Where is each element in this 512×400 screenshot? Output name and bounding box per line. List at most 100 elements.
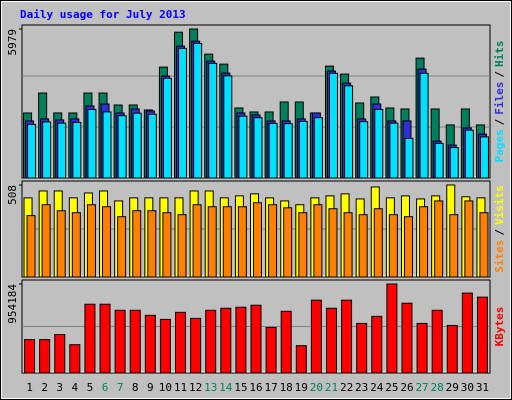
bar [235,306,247,374]
bar [461,292,473,374]
bar [371,315,383,374]
x-tick-label: 7 [117,381,124,394]
bar [464,129,474,179]
bar [374,108,384,179]
legend: KBytes [493,307,506,347]
bar [192,204,202,278]
x-tick-label: 12 [189,381,202,394]
y-tick-label: 954184 [6,284,19,324]
x-tick-label: 9 [147,381,154,394]
bar [129,309,141,374]
x-tick-label: 25 [385,381,398,394]
bar [386,283,398,374]
x-tick-label: 13 [204,381,217,394]
bar [344,85,354,179]
bar [464,200,474,278]
bar [193,42,203,179]
y-tick-label: 5979 [6,29,19,56]
bar [401,302,413,374]
bar [283,207,293,278]
bar [313,204,323,278]
x-tick-label: 11 [174,381,187,394]
bar [295,345,307,374]
x-tick-label: 16 [249,381,262,394]
x-tick-label: 15 [234,381,247,394]
bar [446,324,458,374]
bar [175,311,187,374]
bar [144,314,156,374]
bar [356,322,368,374]
bar [310,299,322,374]
bar [403,216,413,278]
bar [358,214,368,278]
bar [42,121,52,179]
bar [102,111,112,179]
legend-entry: Visits [493,185,506,225]
bar [56,210,66,278]
bar [114,309,126,374]
chart-title: Daily usage for July 2013 [20,8,186,21]
bar [208,62,218,179]
x-tick-label: 10 [159,381,172,394]
bar [298,212,308,278]
legend-entry: KBytes [493,307,506,347]
bar [177,214,187,278]
bar [117,216,127,278]
legend-entry: Pages [493,129,506,162]
x-tick-label: 8 [132,381,139,394]
x-tick-label: 18 [280,381,293,394]
bar [102,206,112,278]
bar [222,206,232,278]
bar [26,215,36,278]
bar [419,206,429,278]
bar [253,202,262,278]
bar [71,212,81,278]
bar [268,204,278,278]
bar [69,344,81,374]
x-tick-label: 17 [264,381,277,394]
bar [343,212,353,278]
bar [159,318,171,374]
legend-separator: / [493,118,506,125]
bar [389,122,399,179]
bar [449,214,459,278]
x-tick-label: 19 [295,381,308,394]
legend-separator: / [493,229,506,236]
bar [268,122,278,179]
bar [223,75,233,179]
bar [373,208,383,278]
bar [205,309,217,374]
bar [41,204,51,278]
bar [434,142,444,179]
bar [72,121,82,179]
x-tick-label: 6 [102,381,109,394]
bar [388,214,398,278]
bar [328,208,338,278]
bar [162,212,172,278]
bar [57,122,67,179]
bar [341,299,353,374]
x-tick-label: 4 [72,381,79,394]
x-tick-label: 14 [219,381,233,394]
bar [132,112,142,179]
bar [27,123,37,179]
x-tick-label: 5 [87,381,94,394]
x-tick-label: 29 [446,381,459,394]
bar [178,47,188,179]
x-tick-label: 2 [41,381,48,394]
bar [479,136,489,179]
bar [283,123,293,179]
bar [39,339,51,374]
bar [253,117,263,179]
legend-entry: Files [493,82,506,115]
bar [434,200,444,278]
bar [87,108,97,179]
bar [162,77,172,179]
bar [132,210,142,278]
y-tick-label: 508 [6,185,19,205]
bar [359,121,369,179]
bar [431,309,443,374]
bar [476,296,488,374]
bar [24,339,36,374]
bar [54,334,66,374]
